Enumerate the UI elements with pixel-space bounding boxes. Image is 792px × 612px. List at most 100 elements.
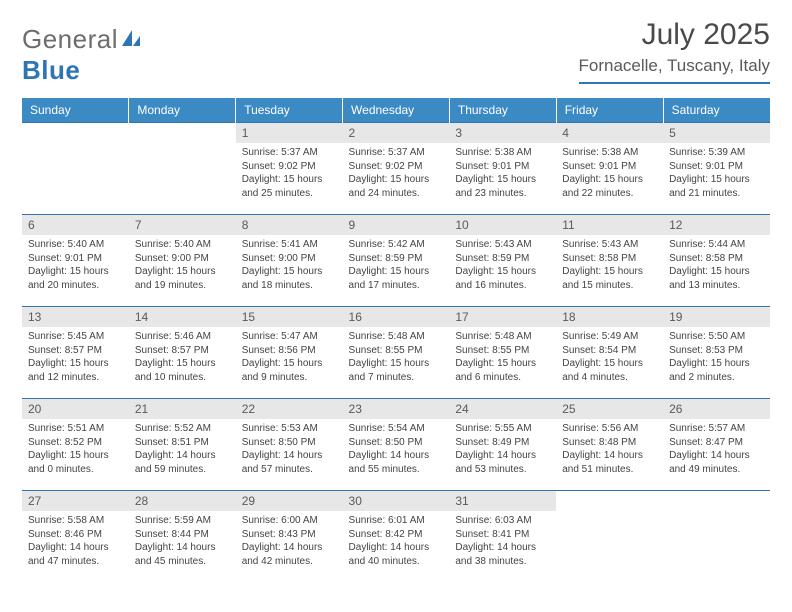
day-number: 2 [343, 123, 450, 143]
sunrise-value: 5:55 AM [495, 423, 532, 434]
daylight-label: Daylight: [242, 450, 281, 461]
sunset-value: 8:41 PM [492, 529, 529, 540]
sunrise-value: 5:57 AM [709, 423, 746, 434]
sunrise-label: Sunrise: [349, 147, 386, 158]
calendar-body: 1Sunrise: 5:37 AMSunset: 9:02 PMDaylight… [22, 123, 770, 583]
sunset-value: 8:49 PM [492, 437, 529, 448]
sunrise-label: Sunrise: [562, 331, 599, 342]
sunrise-label: Sunrise: [669, 147, 706, 158]
calendar-cell: 11Sunrise: 5:43 AMSunset: 8:58 PMDayligh… [556, 215, 663, 307]
sunset-label: Sunset: [455, 437, 489, 448]
day-number: 6 [22, 215, 129, 235]
day-number: 23 [343, 399, 450, 419]
dayname-header: Friday [556, 98, 663, 123]
sunset-value: 8:59 PM [492, 253, 529, 264]
calendar-cell: 15Sunrise: 5:47 AMSunset: 8:56 PMDayligh… [236, 307, 343, 399]
day-number: 19 [663, 307, 770, 327]
daylight-label: Daylight: [349, 358, 388, 369]
logo-part2: Blue [22, 55, 80, 85]
sunset-value: 9:01 PM [706, 161, 743, 172]
day-number: 10 [449, 215, 556, 235]
calendar-cell: 24Sunrise: 5:55 AMSunset: 8:49 PMDayligh… [449, 399, 556, 491]
daylight-label: Daylight: [349, 450, 388, 461]
daylight-label: Daylight: [135, 358, 174, 369]
sunrise-label: Sunrise: [135, 423, 172, 434]
day-number: 13 [22, 307, 129, 327]
sunset-value: 8:59 PM [385, 253, 422, 264]
calendar-cell: 25Sunrise: 5:56 AMSunset: 8:48 PMDayligh… [556, 399, 663, 491]
header-row: General Blue July 2025 Fornacelle, Tusca… [22, 18, 770, 86]
calendar-cell: 26Sunrise: 5:57 AMSunset: 8:47 PMDayligh… [663, 399, 770, 491]
sunrise-value: 5:48 AM [388, 331, 425, 342]
calendar-cell: 31Sunrise: 6:03 AMSunset: 8:41 PMDayligh… [449, 491, 556, 583]
day-details: Sunrise: 5:40 AMSunset: 9:00 PMDaylight:… [129, 235, 236, 306]
daynum-blank [22, 123, 129, 143]
sunrise-label: Sunrise: [242, 147, 279, 158]
daylight-label: Daylight: [28, 266, 67, 277]
sunrise-label: Sunrise: [242, 423, 279, 434]
calendar-cell: 10Sunrise: 5:43 AMSunset: 8:59 PMDayligh… [449, 215, 556, 307]
calendar-table: SundayMondayTuesdayWednesdayThursdayFrid… [22, 98, 770, 582]
sunrise-value: 5:58 AM [67, 515, 104, 526]
sunrise-label: Sunrise: [562, 147, 599, 158]
sunrise-label: Sunrise: [135, 515, 172, 526]
calendar-cell: 9Sunrise: 5:42 AMSunset: 8:59 PMDaylight… [343, 215, 450, 307]
sunset-label: Sunset: [562, 161, 596, 172]
sunrise-label: Sunrise: [242, 331, 279, 342]
sunrise-label: Sunrise: [349, 423, 386, 434]
sunrise-value: 5:56 AM [602, 423, 639, 434]
daylight-label: Daylight: [669, 174, 708, 185]
sunset-value: 8:42 PM [385, 529, 422, 540]
day-details: Sunrise: 5:55 AMSunset: 8:49 PMDaylight:… [449, 419, 556, 490]
sunset-value: 8:48 PM [599, 437, 636, 448]
daylight-label: Daylight: [135, 542, 174, 553]
calendar-week: 1Sunrise: 5:37 AMSunset: 9:02 PMDaylight… [22, 123, 770, 215]
sunset-value: 8:43 PM [278, 529, 315, 540]
day-number: 24 [449, 399, 556, 419]
sunset-label: Sunset: [669, 161, 703, 172]
sunset-label: Sunset: [135, 529, 169, 540]
day-details: Sunrise: 5:39 AMSunset: 9:01 PMDaylight:… [663, 143, 770, 214]
daylight-label: Daylight: [455, 266, 494, 277]
day-number: 30 [343, 491, 450, 511]
sunset-label: Sunset: [135, 345, 169, 356]
daylight-label: Daylight: [669, 358, 708, 369]
daylight-label: Daylight: [455, 450, 494, 461]
sunrise-value: 5:40 AM [67, 239, 104, 250]
sunrise-label: Sunrise: [349, 239, 386, 250]
daylight-label: Daylight: [669, 266, 708, 277]
day-details: Sunrise: 5:53 AMSunset: 8:50 PMDaylight:… [236, 419, 343, 490]
sunset-label: Sunset: [28, 437, 62, 448]
calendar-cell: 4Sunrise: 5:38 AMSunset: 9:01 PMDaylight… [556, 123, 663, 215]
dayname-header: Thursday [449, 98, 556, 123]
day-number: 12 [663, 215, 770, 235]
sunset-value: 8:50 PM [278, 437, 315, 448]
dayname-header: Saturday [663, 98, 770, 123]
sail-icon [120, 24, 142, 55]
sunset-label: Sunset: [562, 345, 596, 356]
daynum-blank [129, 123, 236, 143]
day-number: 25 [556, 399, 663, 419]
daylight-label: Daylight: [242, 358, 281, 369]
sunrise-value: 6:03 AM [495, 515, 532, 526]
day-number: 15 [236, 307, 343, 327]
sunrise-label: Sunrise: [349, 331, 386, 342]
calendar-cell: 28Sunrise: 5:59 AMSunset: 8:44 PMDayligh… [129, 491, 236, 583]
sunrise-label: Sunrise: [455, 331, 492, 342]
calendar-cell: 6Sunrise: 5:40 AMSunset: 9:01 PMDaylight… [22, 215, 129, 307]
day-details: Sunrise: 5:44 AMSunset: 8:58 PMDaylight:… [663, 235, 770, 306]
daylight-label: Daylight: [242, 542, 281, 553]
sunrise-label: Sunrise: [135, 239, 172, 250]
sunset-label: Sunset: [562, 253, 596, 264]
calendar-cell: 5Sunrise: 5:39 AMSunset: 9:01 PMDaylight… [663, 123, 770, 215]
page-title: July 2025 [579, 18, 771, 52]
daylight-label: Daylight: [349, 542, 388, 553]
day-details: Sunrise: 5:49 AMSunset: 8:54 PMDaylight:… [556, 327, 663, 398]
sunrise-label: Sunrise: [455, 147, 492, 158]
sunset-label: Sunset: [455, 345, 489, 356]
sunrise-label: Sunrise: [669, 331, 706, 342]
sunset-label: Sunset: [669, 345, 703, 356]
sunset-label: Sunset: [349, 345, 383, 356]
sunrise-value: 5:42 AM [388, 239, 425, 250]
calendar-cell: 30Sunrise: 6:01 AMSunset: 8:42 PMDayligh… [343, 491, 450, 583]
